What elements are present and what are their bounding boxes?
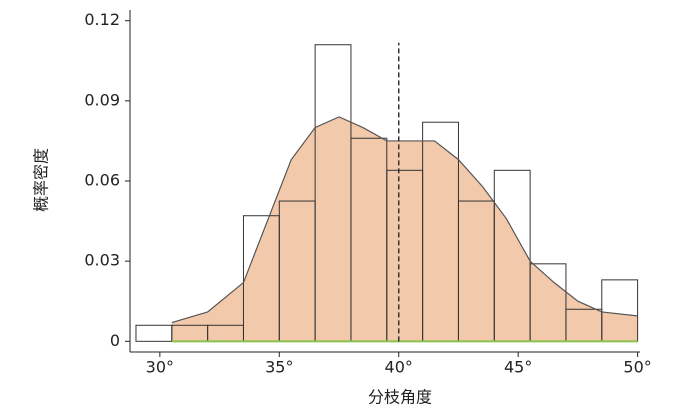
bar bbox=[135, 324, 173, 342]
x-axis-label: 分枝角度 bbox=[368, 388, 432, 407]
x-tick-label: 35° bbox=[265, 358, 293, 377]
y-tick-label: 0.09 bbox=[84, 90, 120, 109]
x-tick-label: 40° bbox=[385, 358, 413, 377]
y-tick-label: 0.06 bbox=[84, 171, 120, 190]
kde-line bbox=[171, 116, 638, 324]
kde-area bbox=[171, 116, 638, 342]
y-tick-label: 0.03 bbox=[84, 251, 120, 270]
y-axis-label: 概率密度 bbox=[32, 148, 51, 212]
y-tick-label: 0 bbox=[110, 331, 120, 350]
x-tick-label: 50° bbox=[623, 358, 651, 377]
x-tick-label: 30° bbox=[146, 358, 174, 377]
y-tick-label: 0.12 bbox=[84, 10, 120, 29]
x-tick-label: 45° bbox=[504, 358, 532, 377]
